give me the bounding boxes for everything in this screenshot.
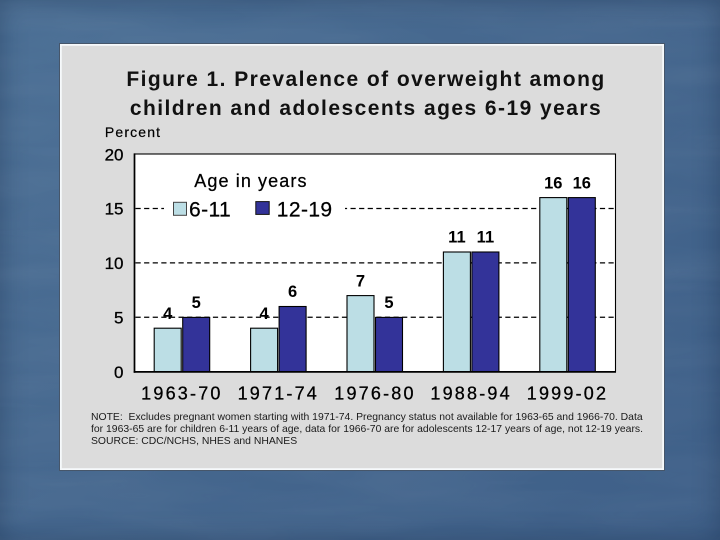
svg-text:4: 4 — [260, 305, 270, 323]
svg-text:5: 5 — [192, 294, 201, 312]
svg-text:16: 16 — [573, 174, 591, 192]
svg-text:16: 16 — [544, 174, 562, 192]
svg-text:5: 5 — [384, 294, 393, 312]
svg-text:11: 11 — [477, 229, 494, 247]
svg-text:20: 20 — [105, 145, 124, 164]
svg-text:0: 0 — [114, 363, 123, 382]
svg-text:15: 15 — [105, 200, 124, 219]
svg-text:10: 10 — [105, 254, 124, 273]
svg-text:5: 5 — [114, 308, 123, 327]
svg-text:1999-02: 1999-02 — [527, 384, 608, 404]
svg-text:12-19: 12-19 — [277, 199, 333, 222]
svg-text:4: 4 — [163, 305, 173, 323]
svg-text:Age in years: Age in years — [194, 171, 307, 191]
svg-text:Percent: Percent — [105, 124, 161, 140]
svg-text:1988-94: 1988-94 — [430, 384, 511, 404]
svg-text:6: 6 — [288, 283, 297, 301]
svg-text:7: 7 — [356, 272, 365, 290]
svg-text:1963-70: 1963-70 — [141, 384, 222, 404]
svg-text:6-11: 6-11 — [189, 199, 231, 222]
svg-text:1976-80: 1976-80 — [334, 384, 415, 404]
svg-text:1971-74: 1971-74 — [238, 384, 319, 404]
svg-text:11: 11 — [448, 229, 465, 247]
